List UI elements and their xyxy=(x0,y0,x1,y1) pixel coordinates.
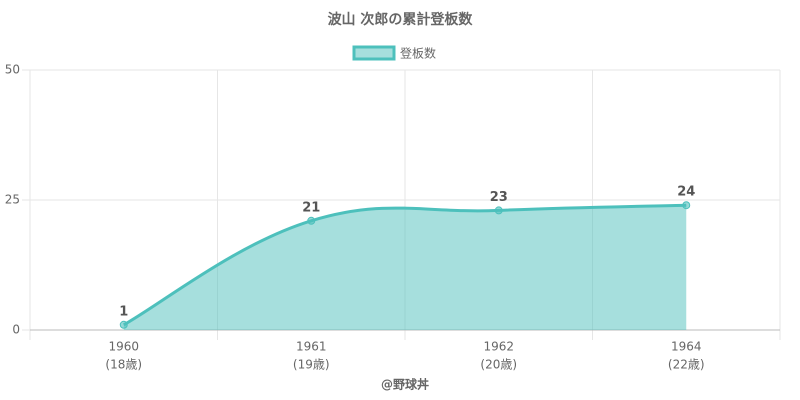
value-label: 24 xyxy=(677,185,695,200)
area xyxy=(123,205,687,330)
x-tick-label: (22歳) xyxy=(668,358,705,372)
x-tick-label: 1962 xyxy=(483,340,514,354)
x-tick-label: (18歳) xyxy=(105,358,142,372)
value-label: 21 xyxy=(302,200,320,215)
value-label: 23 xyxy=(490,190,508,205)
x-axis-label: @野球丼 xyxy=(381,377,429,392)
legend-label: 登板数 xyxy=(400,46,436,61)
y-tick-label: 0 xyxy=(12,323,20,337)
x-tick-label: (19歳) xyxy=(293,358,330,372)
x-tick-label: (20歳) xyxy=(480,358,517,372)
x-tick-label: 1960 xyxy=(108,340,139,354)
line xyxy=(123,203,687,327)
value-label: 1 xyxy=(119,304,128,319)
x-tick-label: 1961 xyxy=(296,340,327,354)
point xyxy=(494,206,503,215)
point xyxy=(682,201,691,210)
legend-swatch xyxy=(352,45,396,61)
x-tick-label: 1964 xyxy=(671,340,702,354)
y-tick-label: 25 xyxy=(5,193,20,207)
point xyxy=(307,216,316,225)
y-tick-label: 50 xyxy=(5,63,20,77)
chart-title: 波山 次郎の累計登板数 xyxy=(328,11,474,28)
point xyxy=(119,320,128,329)
